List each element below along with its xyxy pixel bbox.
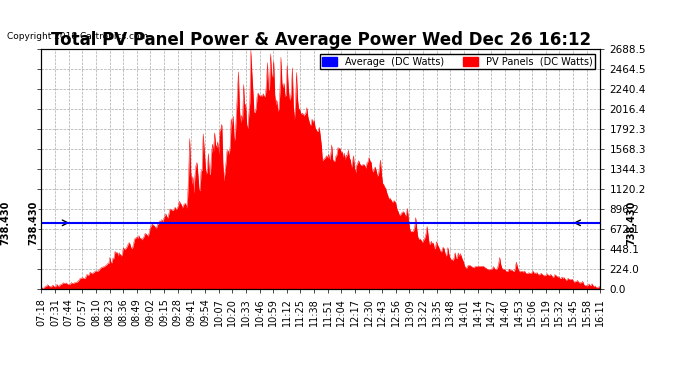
Legend: Average  (DC Watts), PV Panels  (DC Watts): Average (DC Watts), PV Panels (DC Watts) <box>319 54 595 69</box>
Text: Copyright 2018 Cartronics.com: Copyright 2018 Cartronics.com <box>7 32 148 41</box>
Text: 738.430: 738.430 <box>0 201 10 245</box>
Text: 738.430: 738.430 <box>28 201 39 245</box>
Title: Total PV Panel Power & Average Power Wed Dec 26 16:12: Total PV Panel Power & Average Power Wed… <box>51 31 591 49</box>
Text: 738.430: 738.430 <box>626 201 636 245</box>
